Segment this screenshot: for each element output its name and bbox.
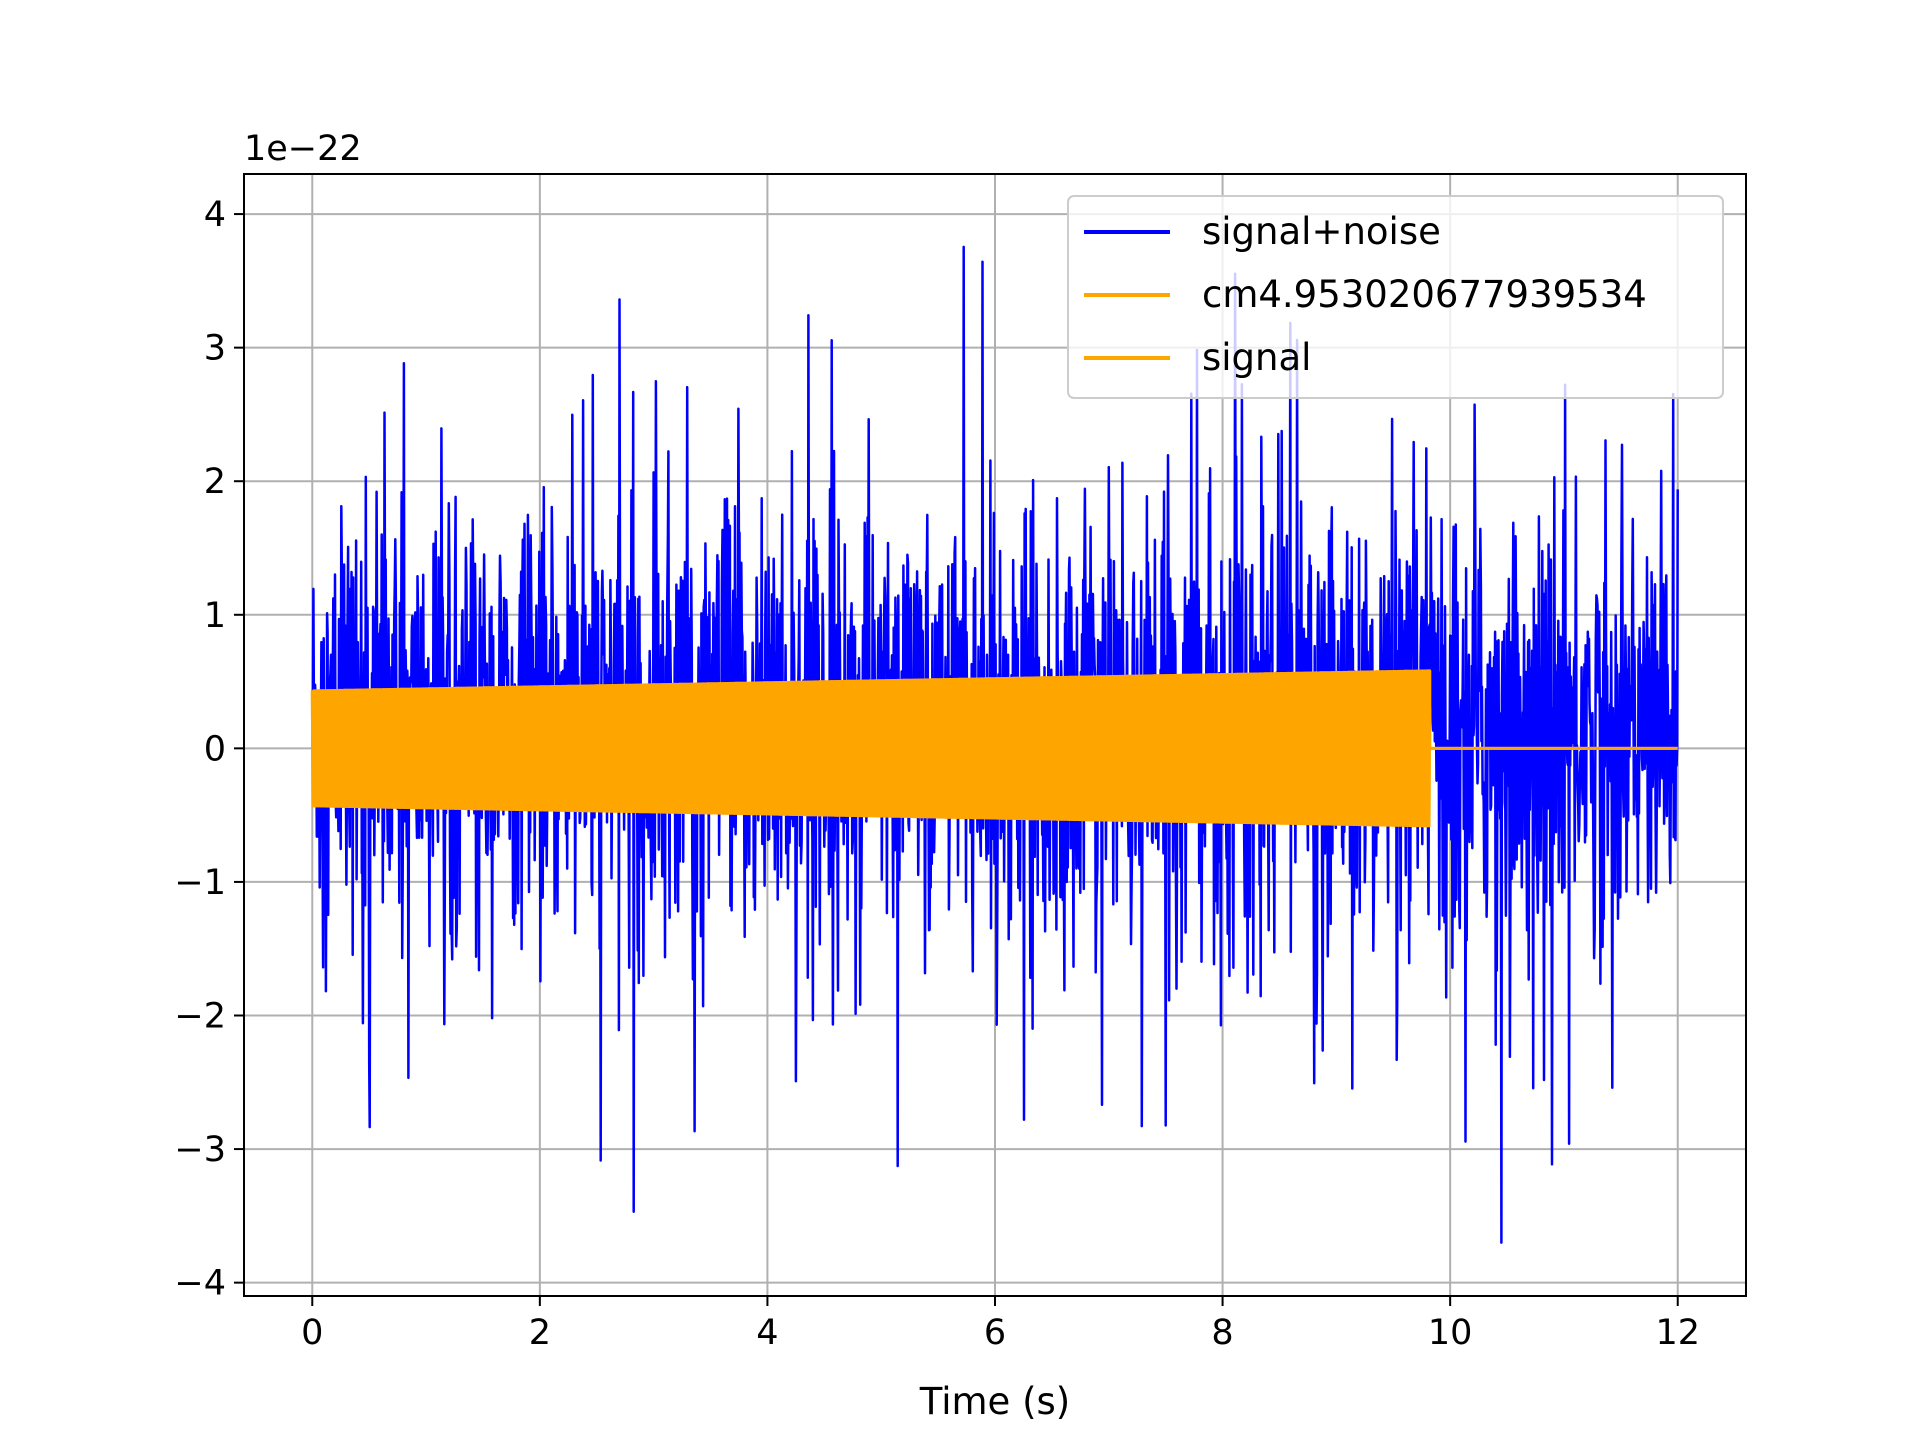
series-signal-line bbox=[310, 669, 1678, 828]
legend: signal+noise cm4.953020677939534 signal bbox=[1067, 195, 1724, 399]
series-layer bbox=[310, 245, 1679, 1244]
x-tick-label: 10 bbox=[1428, 1313, 1473, 1353]
x-tick-label: 6 bbox=[984, 1313, 1006, 1353]
x-tick-label: 4 bbox=[756, 1313, 778, 1353]
y-tick-label: 1 bbox=[204, 596, 226, 636]
y-tick-label: −3 bbox=[174, 1130, 226, 1170]
y-tick-label: 0 bbox=[204, 729, 226, 769]
y-tick-label: −1 bbox=[174, 863, 226, 903]
legend-label-signal-noise: signal+noise bbox=[1202, 210, 1441, 253]
y-axis: −4 −3 −2 −1 0 1 2 3 4 bbox=[174, 195, 244, 1304]
x-axis: 0 2 4 6 8 10 12 bbox=[301, 1296, 1700, 1353]
legend-box bbox=[1067, 195, 1724, 399]
y-tick-label: −2 bbox=[174, 997, 226, 1037]
legend-label-signal: signal bbox=[1202, 336, 1311, 379]
legend-label-cm: cm4.953020677939534 bbox=[1202, 273, 1647, 316]
y-offset-text: 1e−22 bbox=[244, 129, 362, 169]
y-tick-label: 2 bbox=[204, 462, 226, 502]
y-tick-label: 4 bbox=[204, 195, 226, 235]
y-tick-label: 3 bbox=[204, 329, 226, 369]
x-axis-label: Time (s) bbox=[919, 1380, 1070, 1423]
x-tick-label: 2 bbox=[529, 1313, 551, 1353]
x-tick-label: 8 bbox=[1211, 1313, 1233, 1353]
x-tick-label: 0 bbox=[301, 1313, 323, 1353]
y-tick-label: −4 bbox=[174, 1264, 226, 1304]
x-tick-label: 12 bbox=[1655, 1313, 1700, 1353]
